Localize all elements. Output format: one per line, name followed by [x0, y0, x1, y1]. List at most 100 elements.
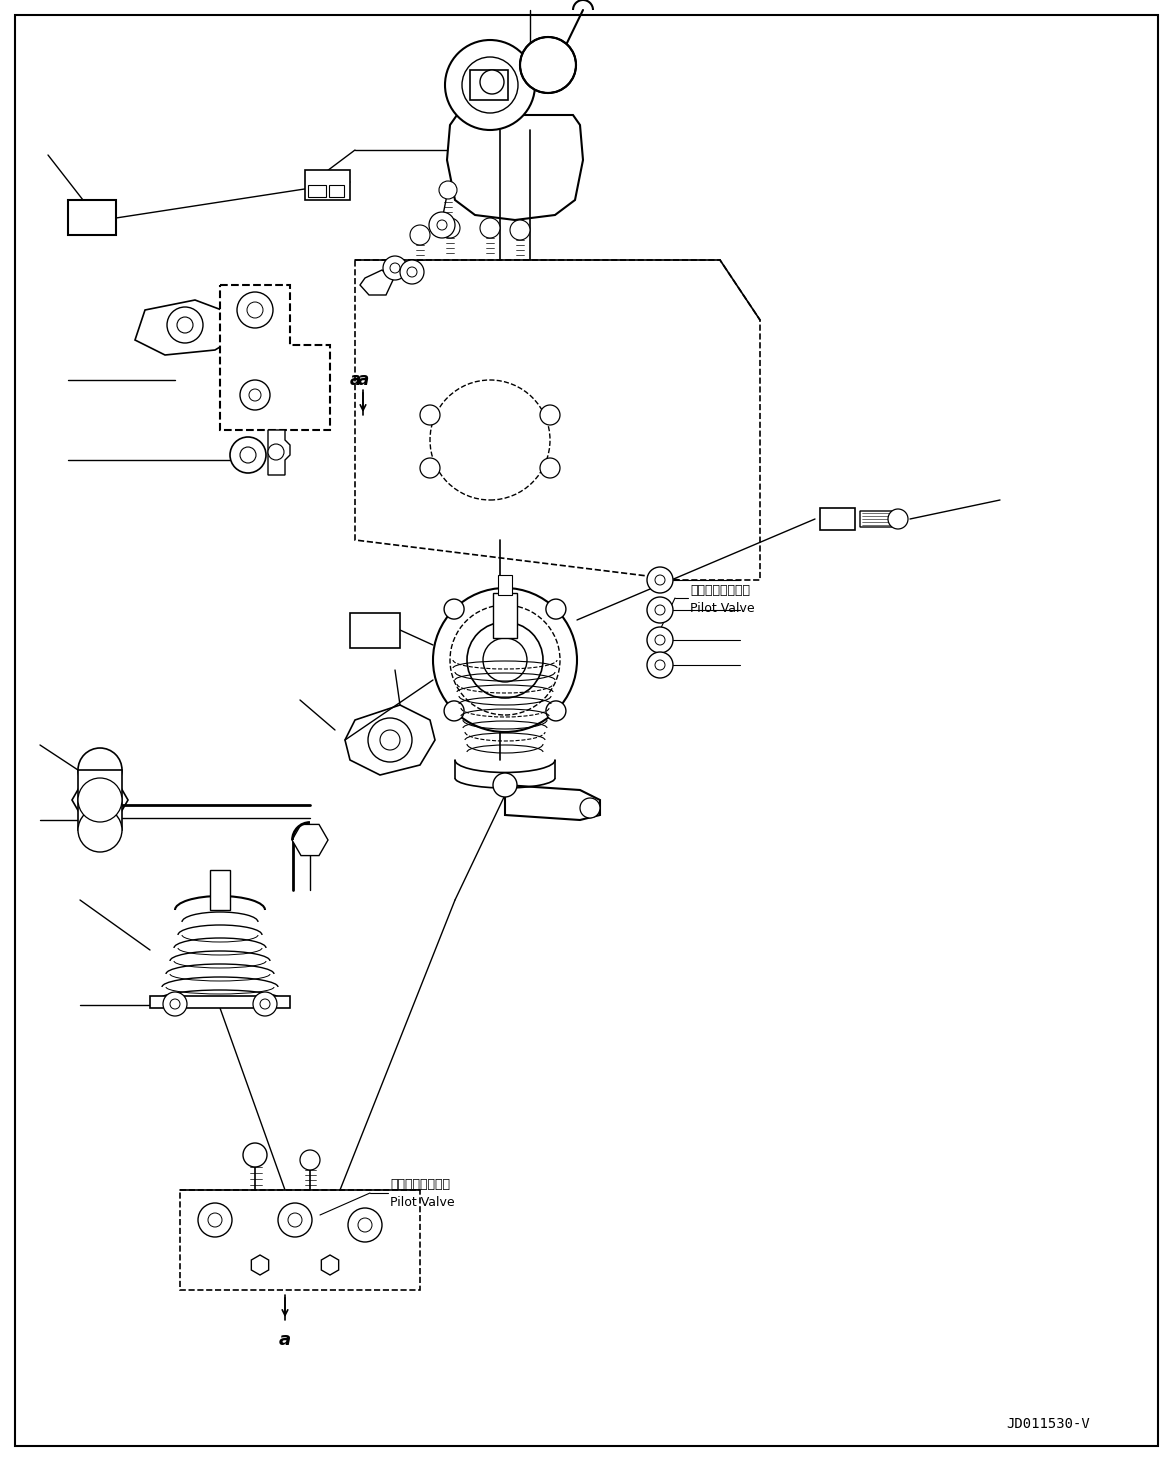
Polygon shape: [321, 1255, 339, 1275]
Circle shape: [77, 779, 122, 823]
Circle shape: [655, 660, 665, 671]
Circle shape: [240, 447, 256, 463]
Circle shape: [267, 444, 284, 460]
Circle shape: [445, 701, 465, 720]
Circle shape: [545, 599, 565, 619]
Circle shape: [289, 1213, 301, 1227]
Circle shape: [380, 730, 400, 749]
Circle shape: [170, 999, 179, 1010]
Circle shape: [429, 212, 455, 238]
Circle shape: [389, 263, 400, 273]
Bar: [499, 576, 511, 595]
Circle shape: [647, 567, 673, 593]
Bar: [820, 508, 855, 530]
Circle shape: [249, 389, 262, 400]
Polygon shape: [463, 134, 567, 148]
Polygon shape: [292, 824, 328, 856]
Circle shape: [237, 292, 273, 329]
Circle shape: [230, 437, 266, 473]
Text: a: a: [350, 371, 360, 389]
Bar: [305, 169, 350, 200]
Circle shape: [260, 999, 270, 1010]
Circle shape: [480, 218, 500, 238]
Polygon shape: [267, 430, 290, 475]
Circle shape: [647, 652, 673, 678]
Polygon shape: [179, 1191, 420, 1290]
Bar: [328, 186, 344, 197]
Circle shape: [167, 307, 203, 343]
Polygon shape: [345, 706, 435, 774]
Polygon shape: [475, 194, 555, 207]
Circle shape: [240, 380, 270, 411]
Circle shape: [445, 599, 465, 619]
Polygon shape: [460, 120, 570, 131]
Circle shape: [540, 457, 560, 478]
Bar: [493, 593, 517, 638]
Circle shape: [407, 267, 416, 278]
Circle shape: [480, 70, 504, 94]
Circle shape: [420, 405, 440, 425]
Circle shape: [300, 1150, 320, 1170]
Circle shape: [445, 39, 535, 130]
Circle shape: [467, 622, 543, 698]
Polygon shape: [506, 785, 601, 820]
Circle shape: [439, 181, 457, 199]
Polygon shape: [860, 511, 899, 527]
Text: Pilot Valve: Pilot Valve: [690, 602, 754, 615]
Text: パイロットバルブ: パイロットバルブ: [389, 1179, 450, 1192]
Polygon shape: [360, 270, 393, 295]
Circle shape: [198, 1202, 232, 1237]
Polygon shape: [355, 260, 760, 580]
Circle shape: [400, 260, 423, 283]
Bar: [150, 996, 290, 1008]
Bar: [308, 186, 326, 197]
Circle shape: [579, 798, 601, 818]
Circle shape: [177, 317, 194, 333]
Circle shape: [647, 627, 673, 653]
Circle shape: [483, 638, 527, 682]
Circle shape: [888, 508, 908, 529]
Text: パイロットバルブ: パイロットバルブ: [690, 583, 750, 596]
Polygon shape: [251, 1255, 269, 1275]
Circle shape: [655, 576, 665, 584]
Circle shape: [450, 605, 560, 714]
Polygon shape: [135, 300, 240, 355]
Circle shape: [430, 380, 550, 500]
Circle shape: [411, 225, 430, 245]
Polygon shape: [447, 115, 583, 221]
Bar: [350, 614, 400, 649]
Circle shape: [510, 221, 530, 240]
Circle shape: [440, 218, 460, 238]
Circle shape: [438, 221, 447, 229]
Circle shape: [493, 773, 517, 798]
Polygon shape: [466, 150, 564, 162]
Polygon shape: [469, 165, 561, 177]
Circle shape: [278, 1202, 312, 1237]
Text: Pilot Valve: Pilot Valve: [389, 1197, 455, 1210]
Bar: [68, 200, 116, 235]
Circle shape: [540, 405, 560, 425]
Polygon shape: [72, 776, 128, 824]
Bar: [470, 70, 508, 99]
Circle shape: [77, 808, 122, 852]
Circle shape: [253, 992, 277, 1015]
Circle shape: [208, 1213, 222, 1227]
Circle shape: [348, 1208, 382, 1242]
Bar: [210, 869, 230, 910]
Circle shape: [420, 457, 440, 478]
Text: a: a: [358, 371, 368, 389]
Bar: [77, 770, 122, 830]
Circle shape: [520, 37, 576, 94]
Polygon shape: [472, 180, 558, 191]
Circle shape: [77, 748, 122, 792]
Circle shape: [433, 587, 577, 732]
Circle shape: [368, 717, 412, 763]
Text: a: a: [279, 1331, 291, 1349]
Circle shape: [647, 598, 673, 622]
Circle shape: [384, 256, 407, 281]
Circle shape: [358, 1218, 372, 1232]
Polygon shape: [221, 285, 330, 430]
Circle shape: [243, 1143, 267, 1167]
Text: JD011530-V: JD011530-V: [1006, 1417, 1090, 1430]
Circle shape: [248, 302, 263, 318]
